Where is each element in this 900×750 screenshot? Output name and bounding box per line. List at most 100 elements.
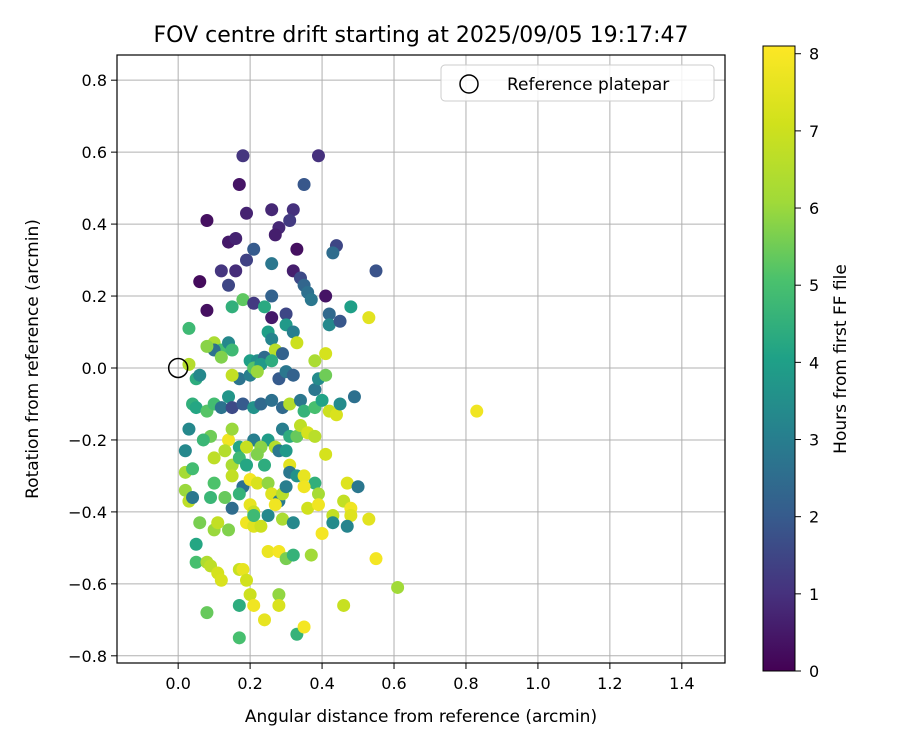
data-point — [232, 178, 246, 192]
colorbar-tick-label: 4 — [809, 353, 819, 372]
data-point — [308, 476, 322, 490]
data-point — [204, 491, 218, 505]
colorbar: 0 1 2 3 4 5 6 7 8 Hours from first FF file — [762, 45, 851, 681]
data-point — [225, 368, 239, 382]
data-point — [207, 476, 221, 490]
reference-marker — [167, 357, 189, 379]
data-point — [222, 278, 236, 292]
data-point — [200, 606, 214, 620]
legend-label: Reference platepar — [507, 75, 669, 95]
data-point — [286, 368, 300, 382]
data-point — [369, 552, 383, 566]
y-tick-label: −0.2 — [68, 431, 107, 450]
colorbar-label: Hours from first FF file — [831, 264, 851, 454]
data-point — [225, 501, 239, 515]
data-point — [247, 598, 261, 612]
data-point — [189, 555, 203, 569]
data-point — [258, 458, 272, 472]
data-point — [347, 390, 361, 404]
data-point — [182, 321, 196, 335]
legend-box — [440, 64, 715, 102]
data-point — [207, 451, 221, 465]
data-point — [308, 429, 322, 443]
data-point — [225, 343, 239, 357]
colorbar-tick-label: 7 — [809, 122, 819, 141]
colorbar-tick-label: 0 — [809, 662, 819, 681]
data-point — [272, 598, 286, 612]
data-point — [304, 548, 318, 562]
x-tick-label: 1.0 — [525, 674, 550, 693]
data-point — [265, 332, 279, 346]
data-point — [189, 537, 203, 551]
plot-area — [116, 54, 726, 664]
data-point — [337, 598, 351, 612]
data-point — [218, 491, 232, 505]
data-point — [315, 526, 329, 540]
data-point — [240, 440, 254, 454]
data-point — [304, 293, 318, 307]
data-point — [225, 300, 239, 314]
data-point — [240, 458, 254, 472]
data-point — [225, 401, 239, 415]
data-point — [286, 516, 300, 530]
data-point — [258, 300, 272, 314]
data-point — [229, 264, 243, 278]
data-point — [214, 350, 228, 364]
data-point — [225, 469, 239, 483]
data-point — [265, 393, 279, 407]
data-point — [333, 397, 347, 411]
data-point — [315, 393, 329, 407]
x-tick-label: 0.4 — [309, 674, 334, 693]
data-point — [279, 480, 293, 494]
data-point — [265, 257, 279, 271]
x-axis-label: Angular distance from reference (arcmin) — [245, 707, 597, 727]
data-point — [297, 620, 311, 634]
y-tick-label: 0.4 — [82, 215, 107, 234]
data-point — [308, 383, 322, 397]
data-point — [193, 275, 207, 289]
data-point — [182, 357, 196, 371]
colorbar-tick-label: 5 — [809, 276, 819, 295]
data-point — [232, 598, 246, 612]
data-point — [229, 231, 243, 245]
data-point — [340, 476, 354, 490]
data-point — [214, 264, 228, 278]
data-point — [236, 562, 250, 576]
data-point — [344, 508, 358, 522]
data-point — [369, 264, 383, 278]
data-point — [254, 519, 268, 533]
x-tick-label: 0.2 — [237, 674, 262, 693]
data-point — [211, 516, 225, 530]
data-point — [470, 404, 484, 418]
data-point — [290, 242, 304, 256]
data-point — [362, 311, 376, 325]
data-point — [222, 523, 236, 537]
colorbar-tick-label: 8 — [809, 45, 819, 64]
colorbar-tick-label: 2 — [809, 508, 819, 527]
x-axis: 0.0 0.2 0.4 0.6 0.8 1.0 1.2 1.4 — [165, 663, 695, 693]
data-point — [254, 397, 268, 411]
colorbar-tick-label: 1 — [809, 585, 819, 604]
colorbar-tick-label: 3 — [809, 431, 819, 450]
data-point — [344, 300, 358, 314]
data-point — [265, 203, 279, 217]
legend-marker-icon — [459, 74, 479, 94]
data-point — [340, 519, 354, 533]
data-point — [250, 476, 264, 490]
data-point — [186, 491, 200, 505]
y-tick-label: −0.8 — [68, 647, 107, 666]
data-point — [261, 508, 275, 522]
data-point — [333, 314, 347, 328]
y-tick-label: 0.8 — [82, 71, 107, 90]
data-point — [308, 354, 322, 368]
x-tick-label: 0.6 — [381, 674, 406, 693]
data-point — [290, 429, 304, 443]
y-tick-label: −0.4 — [68, 503, 107, 522]
data-point — [290, 336, 304, 350]
colorbar-gradient — [762, 45, 796, 672]
data-point — [250, 365, 264, 379]
data-point — [311, 149, 325, 163]
data-point — [319, 289, 333, 303]
data-point — [222, 433, 236, 447]
